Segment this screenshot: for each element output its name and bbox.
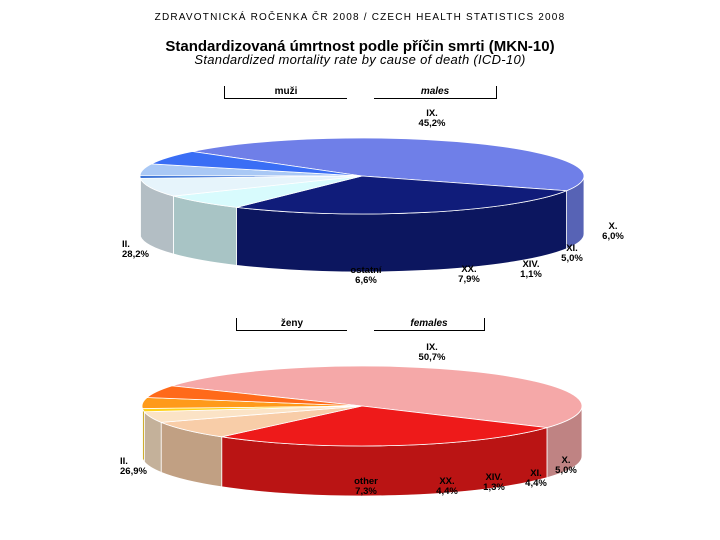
slice-value-label-xiv-0: 1,1% — [520, 269, 542, 280]
slice-name-label-xi-0: XI. — [566, 243, 578, 254]
slice-name-label-xi-1: XI. — [530, 468, 542, 479]
slice-value-label-ix-0: 45,2% — [419, 118, 446, 129]
slice-name-label-ix-0: IX. — [426, 108, 438, 119]
slice-name-label-ix-1: IX. — [426, 342, 438, 353]
slice-value-label-xi-0: 5,0% — [561, 253, 583, 264]
slice-value-label-xiv-1: 1,3% — [483, 482, 505, 493]
slice-name-label-xiv-0: XIV. — [522, 259, 539, 270]
slice-value-label-x-0: 6,0% — [602, 231, 624, 242]
slice-name-label-x-0: X. — [609, 221, 618, 232]
males-label-en: males — [374, 86, 497, 99]
females-label-en: females — [374, 318, 485, 331]
chart-subtitle: Standardized mortality rate by cause of … — [194, 52, 526, 67]
slice-value-label-ix-1: 50,7% — [419, 352, 446, 363]
slice-top-ii-0 — [236, 175, 567, 215]
slice-name-label-xiv-1: XIV. — [485, 472, 502, 483]
slice-name-label-ostatní-0: ostatní — [350, 265, 382, 276]
slice-name-label-xx-0: XX. — [461, 264, 476, 275]
slice-top-ii-1 — [221, 405, 548, 447]
slice-value-label-xi-1: 4,4% — [525, 478, 547, 489]
slice-value-label-ostatní-0: 6,6% — [355, 275, 377, 286]
slice-top-x-1 — [145, 385, 363, 407]
slice-value-label-ii-1: 26,9% — [120, 466, 147, 477]
slice-value-label-other-1: 7,3% — [355, 486, 377, 497]
slice-name-label-ii-1: II. — [120, 456, 128, 467]
slice-value-label-xx-0: 7,9% — [458, 274, 480, 285]
slice-name-label-x-1: X. — [562, 455, 571, 466]
slice-top-x-0 — [150, 151, 363, 177]
slice-value-label-x-1: 5,0% — [555, 465, 577, 476]
females-label-cz: ženy — [236, 318, 347, 331]
males-label-cz: muži — [224, 86, 347, 99]
slice-name-label-ii-0: II. — [122, 239, 130, 250]
slice-top-ix-0 — [192, 137, 585, 192]
slice-top-ix-1 — [171, 365, 583, 429]
slice-value-label-xx-1: 4,4% — [436, 486, 458, 497]
slice-value-label-ii-0: 28,2% — [122, 249, 149, 260]
slice-name-label-xx-1: XX. — [439, 476, 454, 487]
yearbook-header: ZDRAVOTNICKÁ ROČENKA ČR 2008 / CZECH HEA… — [154, 12, 566, 23]
slice-name-label-other-1: other — [354, 476, 378, 487]
chart-title: Standardizovaná úmrtnost podle příčin sm… — [165, 38, 555, 55]
